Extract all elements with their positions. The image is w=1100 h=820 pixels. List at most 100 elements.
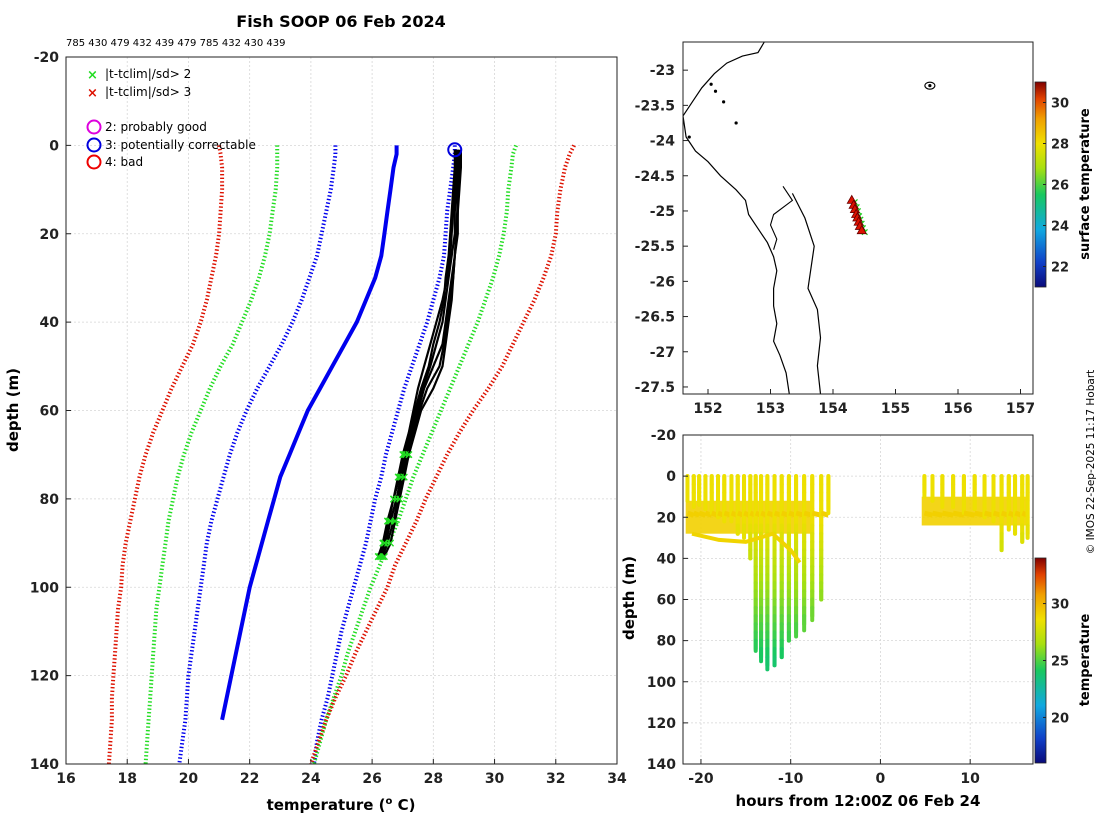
flag-marker-x: × (399, 448, 409, 462)
legend-marker-circle-blue (86, 137, 102, 153)
flag-marker-x: × (402, 448, 412, 462)
legend-marker-circle-red (86, 154, 102, 170)
temperature-profiles: ×××××××××××××××××××××××××××××××××××× (373, 142, 463, 563)
drop-link (820, 510, 830, 518)
legend-marker-x-green: × (87, 68, 98, 83)
colorbar-tick-label: 26 (1051, 179, 1069, 194)
tick-label-x: 157 (1006, 401, 1035, 417)
colorbar-tick-label: 30 (1051, 97, 1069, 112)
flag-marker-x: × (401, 448, 411, 462)
tick-label-x: 10 (960, 771, 980, 787)
flag-marker-x: × (384, 514, 394, 528)
drop-profiles (685, 474, 1030, 672)
flag-marker-x: × (389, 492, 399, 506)
legend-marker-x-red: × (87, 86, 98, 101)
flag-marker-x: × (390, 514, 400, 528)
colorbar-tick-label: 22 (1051, 261, 1069, 276)
chart-title: Fish SOOP 06 Feb 2024 (236, 12, 445, 31)
small-island (928, 84, 932, 88)
climatology-line-mean+3sd (309, 144, 576, 764)
drop-link (963, 510, 976, 518)
tick-label-x: 153 (756, 401, 785, 417)
y-axis-label-profile: depth (m) (4, 368, 22, 452)
tick-label-y: -24.5 (635, 169, 675, 185)
x-axis-label-time: hours from 12:00Z 06 Feb 24 (736, 792, 981, 810)
climatology-line-mean (220, 145, 399, 721)
climatology-line-mean+1sd (312, 145, 457, 764)
small-island (709, 82, 713, 86)
legend: × |t-tclim|/sd> 2 × |t-tclim|/sd> 3 2: p… (86, 67, 256, 170)
y-axis-label-time: depth (m) (620, 556, 638, 640)
drop-link (931, 510, 943, 518)
coastline-island (791, 193, 822, 394)
climatology-series (106, 144, 576, 764)
drop-link (952, 510, 965, 518)
track-drop-marker (856, 224, 867, 235)
tick-label-y: 80 (40, 492, 60, 508)
colorbar-tick-label: 24 (1051, 220, 1069, 235)
drop-link (691, 531, 802, 564)
flag-marker-x: × (396, 470, 406, 484)
drop-link (704, 510, 713, 518)
tick-label-y: 40 (40, 315, 60, 331)
flag-marker-x: × (393, 470, 403, 484)
colorbar-ticks-temperature: 20 25 30 (1043, 598, 1069, 726)
grid-profile (65, 56, 618, 765)
legend-label-sd3: |t-tclim|/sd> 3 (105, 85, 191, 99)
colorbar-label-surface: surface temperature (1078, 108, 1093, 260)
tick-label-y: 120 (647, 716, 676, 732)
tick-label-y: 20 (657, 510, 677, 526)
axis-ticks-time: -20 -10 0 10 -20 0 20 40 60 80 100 120 140 (647, 428, 980, 787)
flag-marker-x: × (392, 492, 402, 506)
tick-label-y: 100 (647, 675, 676, 691)
tick-label-x: 24 (301, 771, 321, 787)
flag-marker-x: × (399, 470, 409, 484)
flag-marker-x: × (382, 514, 392, 528)
tick-label-y: 80 (657, 634, 677, 650)
small-island (734, 121, 738, 125)
flag-marker-x: × (373, 549, 383, 563)
tick-label-x: 20 (179, 771, 199, 787)
tick-label-x: 22 (240, 771, 259, 787)
tick-label-x: 0 (876, 771, 886, 787)
drop-link (692, 510, 701, 518)
colorbar-tick-label: 20 (1051, 711, 1069, 726)
tick-label-y: -26.5 (635, 310, 675, 326)
plot-frame-map (682, 41, 1034, 395)
legend-label-potentially-correctable: 3: potentially correctable (105, 138, 256, 152)
tick-label-y: -27.5 (635, 380, 675, 396)
flag-marker-x: × (389, 514, 399, 528)
flag-marker-x: × (379, 536, 389, 550)
tick-label-x: 30 (485, 771, 505, 787)
small-island (687, 135, 691, 139)
tick-label-x: 26 (362, 771, 381, 787)
drop-link (698, 510, 707, 518)
reef-outline (924, 81, 936, 90)
legend-label-sd2: |t-tclim|/sd> 2 (105, 67, 191, 81)
climatology-line-mean-2sd (143, 145, 280, 764)
flag-marker-x: × (395, 470, 405, 484)
climatology-line-mean-3sd (106, 145, 225, 764)
profile-line (377, 149, 459, 557)
tick-label-y: 40 (657, 551, 677, 567)
climatology-line-mean+2sd (312, 144, 518, 764)
axis-ticks-profile: 16 18 20 22 24 26 28 30 32 34 -20 0 20 40 60 80 100 120 14… (30, 50, 627, 787)
flag-marker-x: × (378, 536, 388, 550)
flag-marker-x: × (381, 536, 391, 550)
tick-label-y: -23.5 (635, 98, 675, 114)
flag-marker-x: × (382, 536, 392, 550)
tick-label-y: 140 (647, 757, 676, 773)
flag-marker-x: × (376, 549, 386, 563)
small-island (713, 89, 718, 93)
colorbar-tick-label: 30 (1051, 598, 1069, 613)
flag-marker-x: × (375, 549, 385, 563)
drop-link (941, 510, 954, 518)
tick-label-x: 152 (693, 401, 722, 417)
tick-label-y: 100 (30, 580, 59, 596)
tick-label-y: 60 (40, 404, 60, 420)
tick-label-x: 18 (117, 771, 136, 787)
profile-line (383, 149, 462, 557)
tick-label-x: 154 (818, 401, 847, 417)
flag-marker-x: × (378, 549, 388, 563)
